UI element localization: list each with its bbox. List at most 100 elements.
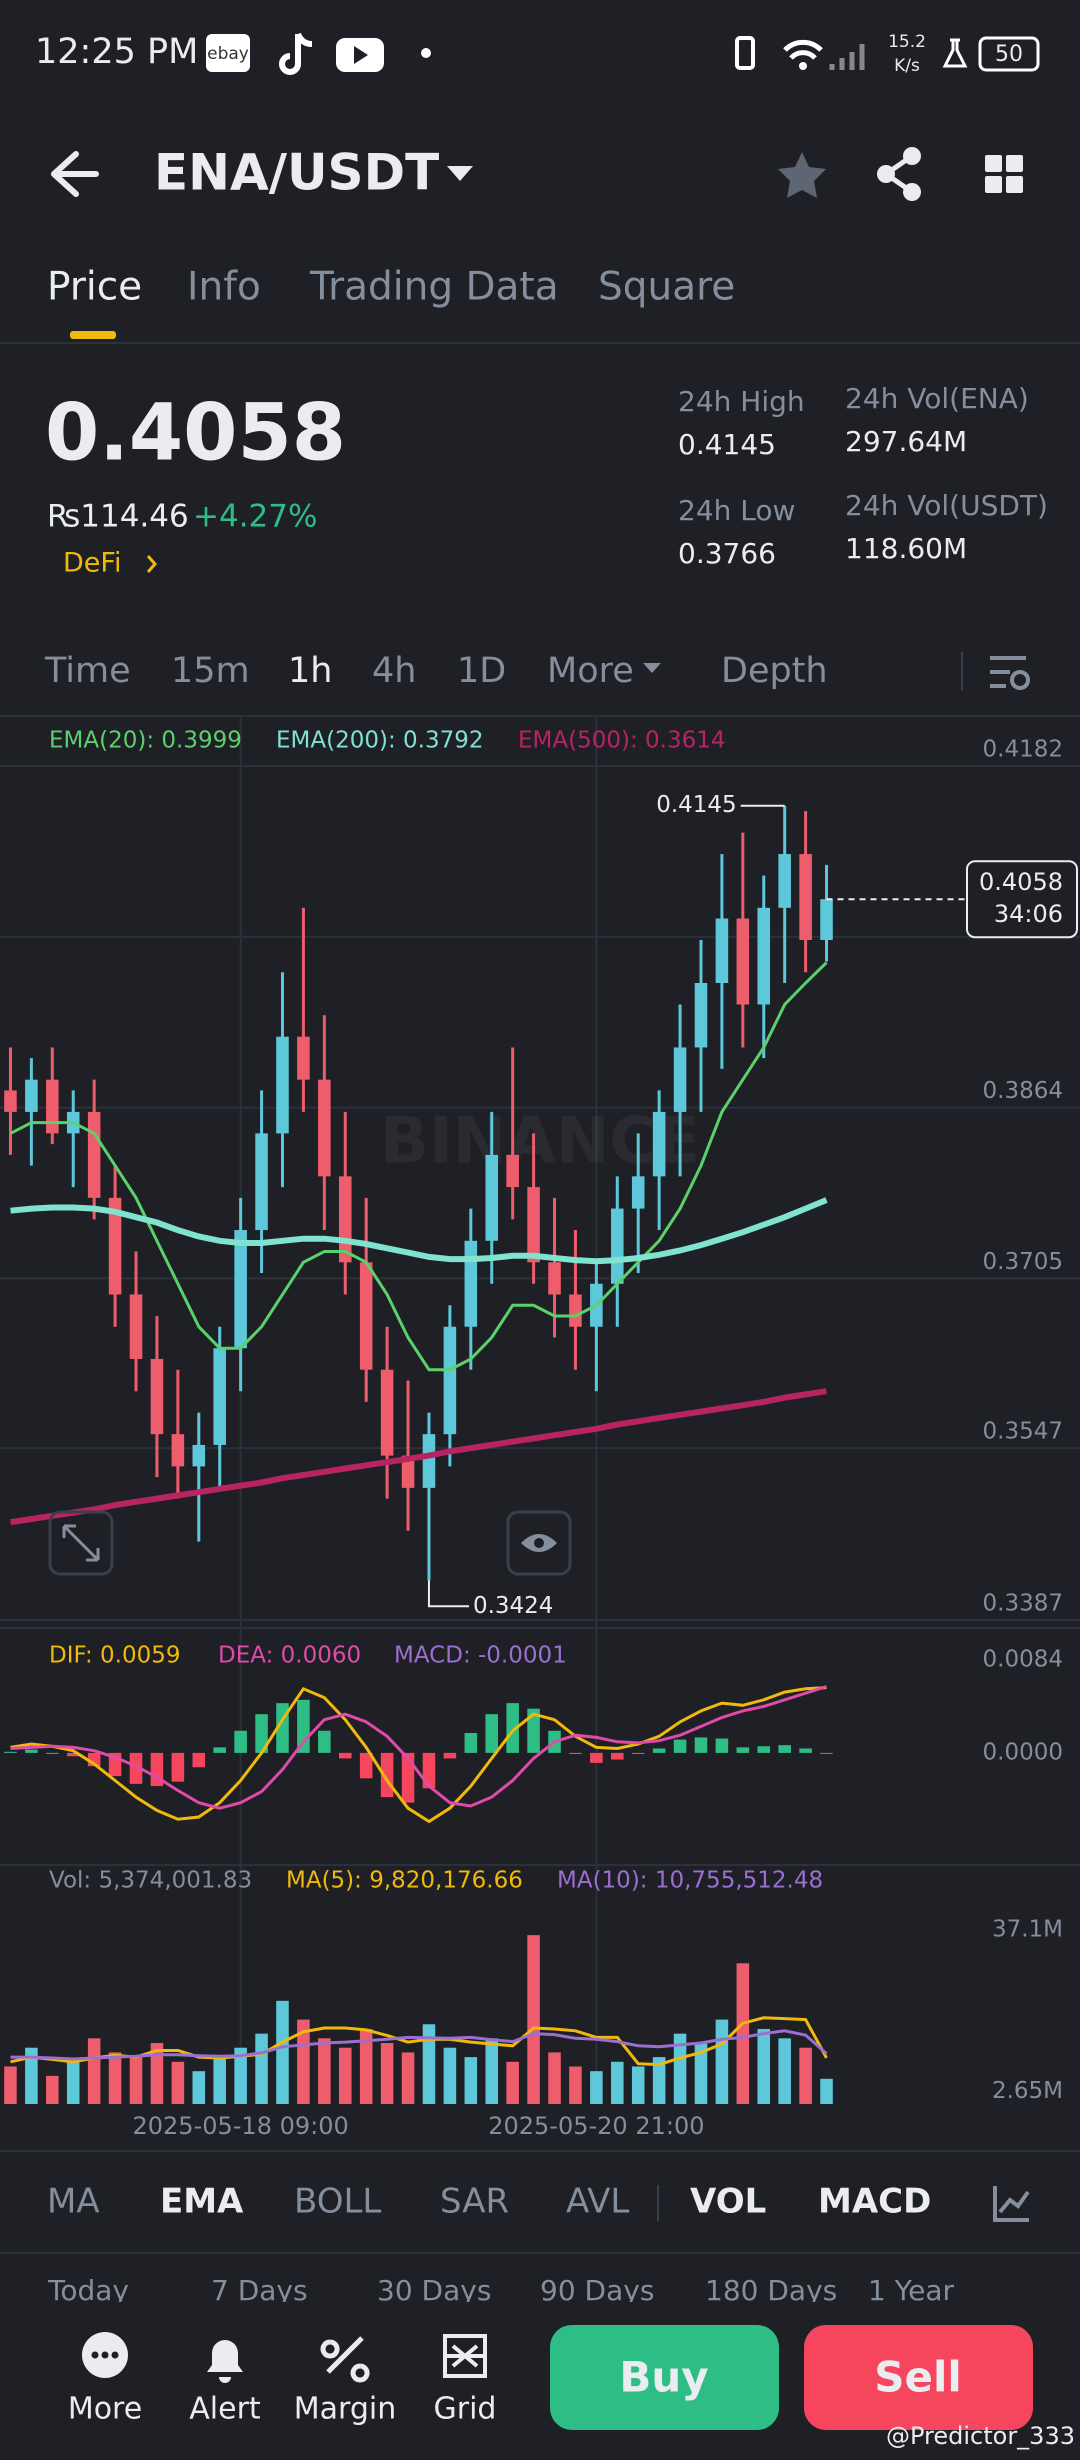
interval[interactable]: 4h	[372, 651, 416, 691]
candle-body	[213, 1348, 226, 1445]
macd-bar	[673, 1739, 687, 1753]
range[interactable]: Today	[47, 2274, 129, 2307]
ebay-icon	[206, 34, 250, 72]
more-caret	[643, 663, 661, 673]
indicator-active[interactable]: EMA	[160, 2182, 244, 2222]
macd-bar	[171, 1752, 185, 1782]
margin-icon[interactable]	[320, 2336, 370, 2383]
sector-tag[interactable]: DeFi	[63, 548, 121, 579]
grid-menu-icon[interactable]	[985, 155, 1023, 193]
macd-bar	[485, 1714, 499, 1753]
volume-bar	[234, 2047, 247, 2104]
range[interactable]: 180 Days	[705, 2274, 837, 2307]
macd-bar	[778, 1745, 791, 1753]
nav-label[interactable]: Alert	[189, 2392, 261, 2427]
volume-bar	[297, 2019, 310, 2104]
nav-label[interactable]: More	[68, 2392, 142, 2427]
share-icon[interactable]	[877, 147, 921, 201]
range[interactable]: 90 Days	[540, 2274, 654, 2307]
volume-bar	[66, 2061, 80, 2104]
visibility-button[interactable]	[506, 1510, 572, 1576]
candle-body	[611, 1208, 624, 1284]
buy-label[interactable]: Buy	[619, 2353, 708, 2402]
interval[interactable]: Time	[44, 651, 131, 691]
macd-bar	[338, 1752, 352, 1759]
tab[interactable]: Info	[187, 265, 261, 310]
interval[interactable]: 15m	[171, 651, 250, 691]
back-button[interactable]	[51, 151, 99, 197]
interval[interactable]: Depth	[721, 651, 828, 691]
grid-icon[interactable]	[443, 2334, 487, 2378]
candle-body	[569, 1294, 582, 1327]
volume-bar	[87, 2038, 101, 2104]
tab-active[interactable]: Price	[47, 265, 142, 310]
candle-body	[778, 854, 791, 908]
candle-body	[276, 1036, 289, 1134]
stat-label: 24h Vol(USDT)	[845, 489, 1048, 522]
sell-label[interactable]: Sell	[874, 2353, 962, 2402]
volume-bar	[276, 2000, 289, 2104]
sell-button[interactable]	[804, 2325, 1033, 2430]
alert-icon[interactable]	[207, 2340, 243, 2383]
volume-bar	[46, 2075, 59, 2104]
ebay-label: ebay	[207, 44, 249, 64]
volume-bar	[108, 2052, 122, 2104]
y-tick-label: 0.0084	[983, 1647, 1063, 1673]
macd-bar	[318, 1730, 331, 1753]
indicator-settings-icon[interactable]	[993, 2186, 1030, 2222]
tab[interactable]: Trading Data	[309, 265, 559, 310]
interval[interactable]: 1D	[457, 651, 506, 691]
macd-bar	[234, 1730, 247, 1753]
x-tick-label: 2025-05-20 21:00	[488, 2112, 704, 2140]
volume-bar	[757, 2028, 771, 2104]
volume-bar	[778, 2038, 791, 2104]
volume-bar	[150, 2043, 164, 2104]
indicator[interactable]: SAR	[440, 2182, 509, 2222]
volume-bar	[652, 2057, 666, 2104]
stat-label: 24h Low	[678, 494, 795, 527]
pair-dropdown[interactable]	[447, 166, 473, 181]
indicator[interactable]: AVL	[566, 2182, 629, 2222]
macd-bar	[464, 1732, 478, 1753]
favorite-star[interactable]	[778, 152, 826, 198]
candle-body	[820, 899, 833, 941]
tab-underline	[70, 331, 116, 339]
nav-label[interactable]: Margin	[294, 2392, 396, 2427]
expand-button[interactable]	[48, 1510, 114, 1576]
range[interactable]: 1 Year	[868, 2274, 954, 2307]
dot	[421, 48, 431, 58]
interval[interactable]: More	[547, 651, 634, 691]
stat-label: 24h Vol(ENA)	[845, 382, 1029, 415]
indicator-active[interactable]: MACD	[818, 2182, 931, 2222]
volume-bar	[401, 2052, 415, 2104]
volume-bar	[25, 2047, 38, 2104]
interval-active[interactable]: 1h	[288, 651, 332, 691]
buy-button[interactable]	[550, 2325, 779, 2430]
indicator[interactable]: BOLL	[294, 2182, 381, 2222]
chart-settings-icon[interactable]	[990, 656, 1030, 690]
last-price-label: 0.4058	[979, 868, 1063, 896]
x-tick-label: 2025-05-18 09:00	[132, 2112, 348, 2140]
pair-title[interactable]: ENA/USDT	[154, 144, 439, 202]
candle-body	[715, 918, 729, 983]
volume-bar	[192, 2071, 206, 2104]
range[interactable]: 30 Days	[377, 2274, 491, 2307]
volume-bar	[673, 2033, 687, 2104]
indicator-active[interactable]: VOL	[690, 2182, 766, 2222]
legend-entry: EMA(500): 0.3614	[518, 728, 726, 754]
stat-value: 0.3766	[678, 537, 776, 570]
volume-bar	[820, 2078, 833, 2104]
macd-bar	[694, 1737, 708, 1753]
low-marker	[427, 1580, 469, 1608]
indicator[interactable]: MA	[47, 2182, 100, 2222]
tab[interactable]: Square	[598, 265, 735, 310]
nav-label[interactable]: Grid	[434, 2392, 497, 2427]
range[interactable]: 7 Days	[211, 2274, 308, 2307]
legend-entry: EMA(20): 0.3999	[49, 728, 242, 754]
candle-body	[171, 1434, 185, 1467]
candle-body	[673, 1047, 687, 1112]
battery-icon	[978, 36, 1040, 72]
volume-bar	[4, 2066, 17, 2104]
volume-bar	[129, 2057, 143, 2104]
